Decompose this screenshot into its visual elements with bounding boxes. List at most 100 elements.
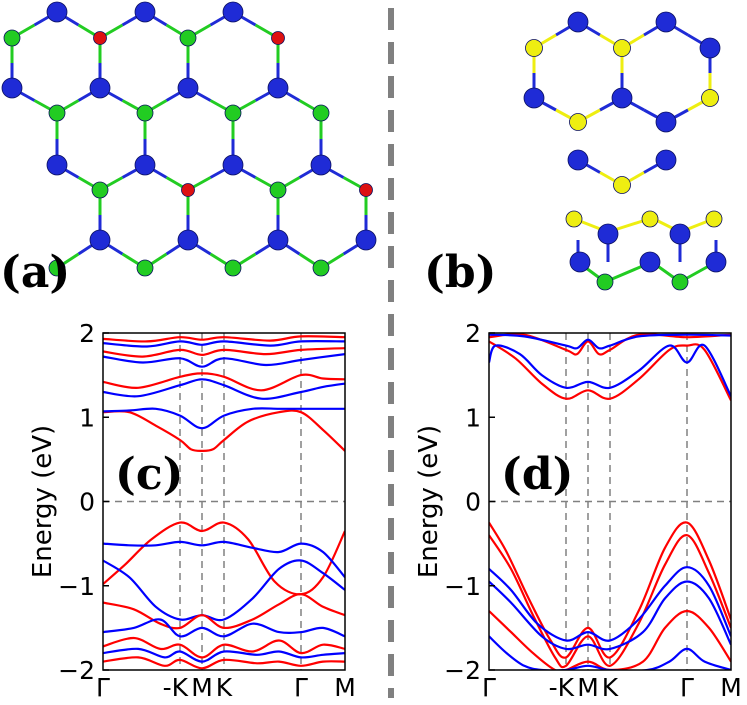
atom-yellow xyxy=(641,210,659,228)
atom-blue xyxy=(267,77,289,99)
panel-label-b: (b) xyxy=(424,247,496,298)
atom-blue xyxy=(567,149,589,171)
atom-blue xyxy=(46,154,68,176)
structure-b-top-view xyxy=(523,11,721,194)
band-blue-cb2 xyxy=(103,378,345,400)
band-blue-cb2 xyxy=(489,333,731,350)
atom-blue xyxy=(569,251,591,273)
x-tick-label: Γ xyxy=(294,673,308,702)
atom-yellow xyxy=(705,210,723,228)
atom-green xyxy=(224,104,242,122)
atom-blue xyxy=(46,1,68,23)
atom-blue xyxy=(222,1,244,23)
band-blue-vb2 xyxy=(489,580,731,651)
atom-red xyxy=(93,31,107,45)
panel-label-c: (c) xyxy=(115,449,183,500)
band-red-cb1 xyxy=(103,409,345,453)
band-red-vb4 xyxy=(103,656,345,670)
x-tick-label: -K xyxy=(549,673,575,702)
atom-green xyxy=(312,104,330,122)
x-tick-label: Γ xyxy=(680,673,694,702)
atom-blue xyxy=(611,87,633,109)
atom-blue xyxy=(699,37,721,59)
x-tick-label: Γ xyxy=(482,673,496,702)
atom-yellow xyxy=(565,210,583,228)
atom-green xyxy=(136,104,154,122)
atom-blue xyxy=(267,229,289,251)
atom-green xyxy=(596,273,614,291)
atom-green xyxy=(312,259,330,277)
atom-blue xyxy=(89,229,111,251)
atom-green xyxy=(671,273,689,291)
y-tick-label: −1 xyxy=(58,572,95,601)
y-tick-label: −2 xyxy=(444,656,481,685)
x-tick-label: Γ xyxy=(96,673,110,702)
panel-label-a: (a) xyxy=(0,247,70,298)
atom-blue xyxy=(567,11,589,33)
band-red-cb4 xyxy=(103,335,345,343)
atom-yellow xyxy=(569,113,587,131)
atom-blue xyxy=(134,1,156,23)
atom-blue xyxy=(89,77,111,99)
band-blue-vb3 xyxy=(489,635,731,670)
atom-green xyxy=(91,181,109,199)
atom-red xyxy=(181,183,195,197)
y-tick-label: 0 xyxy=(79,488,95,517)
x-tick-label: K xyxy=(216,673,233,702)
x-tick-label: M xyxy=(334,673,356,702)
atom-yellow xyxy=(525,39,543,57)
y-tick-label: −2 xyxy=(58,656,95,685)
atom-green xyxy=(48,259,66,277)
band-blue-vb4 xyxy=(103,647,345,663)
band-blue-vb1 xyxy=(103,540,345,579)
band-red-cb1 xyxy=(489,340,731,401)
atom-green xyxy=(269,181,287,199)
band-red-vb3 xyxy=(489,609,731,670)
y-axis-label: Energy (eV) xyxy=(28,425,58,578)
atom-yellow xyxy=(701,89,719,107)
atom-blue xyxy=(655,111,677,133)
band-red-vb1 xyxy=(489,521,731,659)
y-tick-label: −1 xyxy=(444,572,481,601)
atom-blue xyxy=(134,154,156,176)
structure-b-side-view xyxy=(565,210,727,291)
structure-a xyxy=(1,1,377,277)
atom-blue xyxy=(355,229,377,251)
atom-red xyxy=(271,31,285,45)
atom-blue xyxy=(655,11,677,33)
band-blue-vb1 xyxy=(489,566,731,642)
atom-blue xyxy=(222,154,244,176)
atom-yellow xyxy=(613,39,631,57)
band-red-vb3 xyxy=(103,636,345,659)
atom-blue xyxy=(597,223,619,245)
band-blue-vb2 xyxy=(103,559,345,622)
atom-blue xyxy=(523,87,545,109)
atom-green xyxy=(136,259,154,277)
atom-blue xyxy=(310,154,332,176)
band-red-cb3 xyxy=(103,347,345,358)
band-blue-cb4 xyxy=(103,339,345,348)
x-tick-label: -K xyxy=(163,673,189,702)
y-tick-label: 1 xyxy=(465,403,481,432)
band-red-vb1 xyxy=(103,521,345,596)
atom-green xyxy=(48,104,66,122)
x-tick-label: M xyxy=(720,673,742,702)
x-tick-label: M xyxy=(191,673,213,702)
atom-blue xyxy=(705,251,727,273)
y-tick-label: 2 xyxy=(465,319,481,348)
atom-blue xyxy=(655,149,677,171)
atom-red xyxy=(359,183,373,197)
x-tick-label: M xyxy=(577,673,599,702)
panel-label-d: (d) xyxy=(501,449,573,500)
atom-green xyxy=(224,259,242,277)
x-tick-label: K xyxy=(602,673,619,702)
atom-yellow xyxy=(613,176,631,194)
y-tick-label: 2 xyxy=(79,319,95,348)
atom-blue xyxy=(669,223,691,245)
y-tick-label: 1 xyxy=(79,403,95,432)
atom-green xyxy=(179,29,197,47)
band-red-vb2 xyxy=(489,534,731,669)
